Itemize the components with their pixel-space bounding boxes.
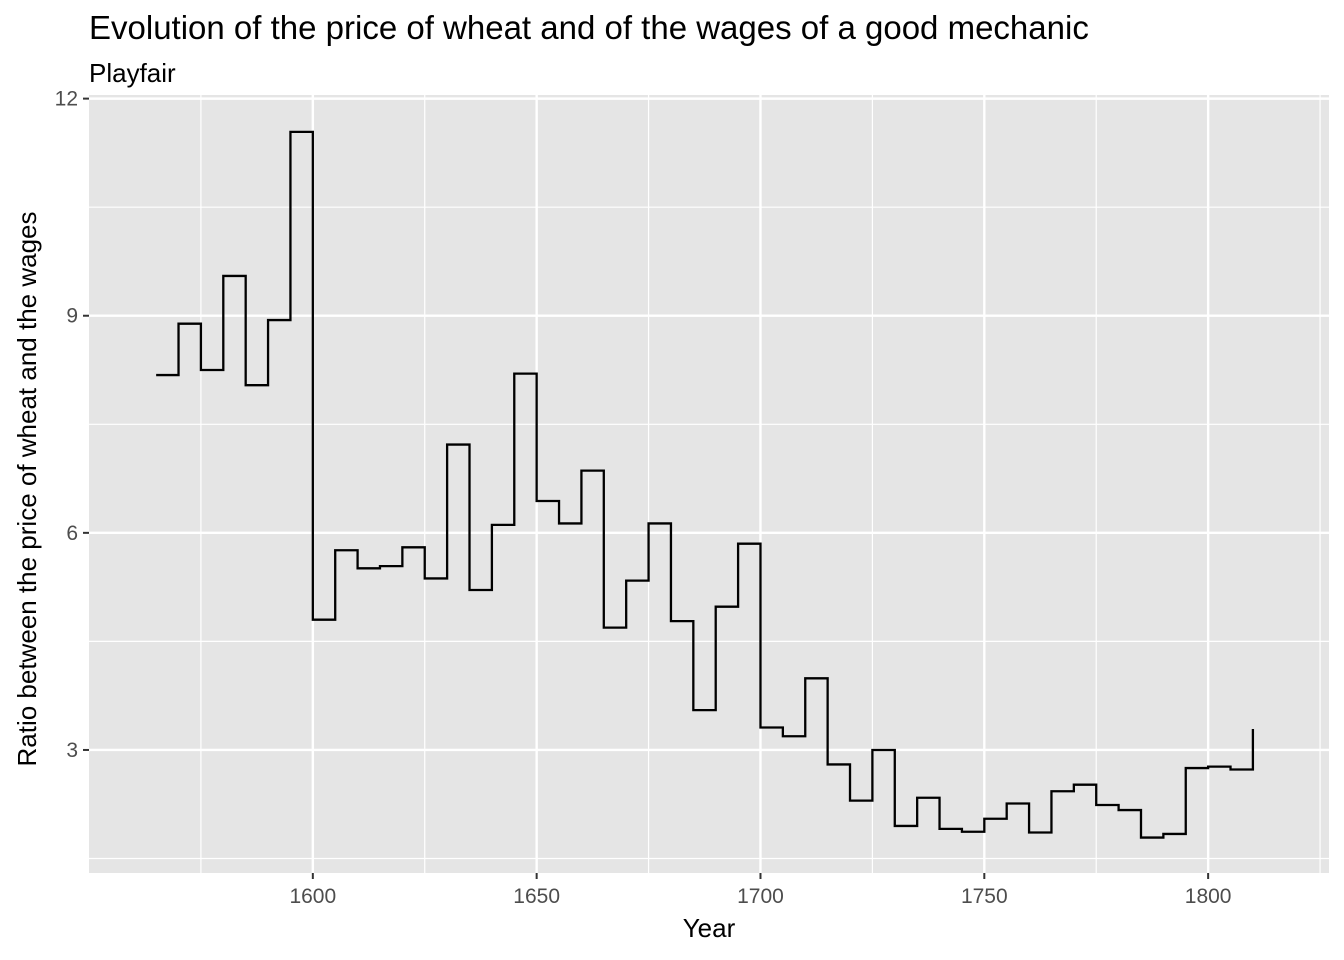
- x-tick-label: 1700: [737, 885, 784, 908]
- y-axis: 3 6 9 12: [55, 88, 89, 762]
- x-axis: 1600 1650 1700 1750 1800: [289, 873, 1231, 908]
- series-step-line: [156, 130, 1255, 839]
- x-tick-label: 1800: [1185, 885, 1232, 908]
- y-axis-title: Ratio between the price of wheat and the…: [12, 211, 42, 766]
- y-tick-label: 3: [66, 739, 78, 762]
- plot-panel: [89, 95, 1329, 873]
- chart-title: Evolution of the price of wheat and of t…: [89, 9, 1089, 46]
- x-tick-label: 1750: [961, 885, 1008, 908]
- minor-grid: [89, 95, 1329, 873]
- chart-subtitle: Playfair: [89, 58, 176, 88]
- y-tick-label: 6: [66, 522, 78, 545]
- series-group: [156, 130, 1255, 839]
- y-tick-label: 12: [55, 88, 78, 111]
- x-axis-title: Year: [683, 913, 736, 943]
- x-tick-label: 1600: [289, 885, 336, 908]
- x-tick-label: 1650: [513, 885, 560, 908]
- y-tick-label: 9: [66, 305, 78, 328]
